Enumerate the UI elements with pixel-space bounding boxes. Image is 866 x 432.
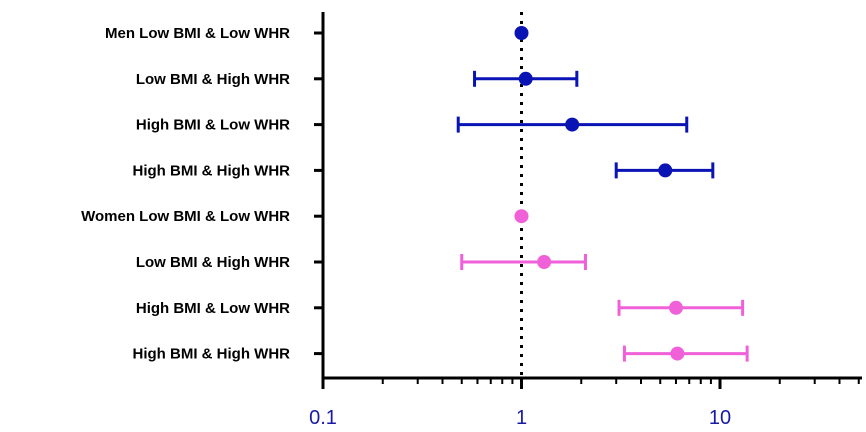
point-estimate	[565, 117, 580, 132]
point-estimate	[518, 71, 533, 86]
category-label: Men Low BMI & Low WHR	[105, 25, 290, 42]
category-label: High BMI & Low WHR	[136, 117, 290, 134]
point-estimate	[514, 209, 529, 224]
point-estimates	[514, 26, 685, 361]
point-estimate	[670, 346, 685, 361]
x-tick-label: 10	[709, 407, 731, 429]
x-tick-labels: 0.1 1 10	[309, 407, 731, 429]
y-axis-ticks	[314, 31, 323, 356]
point-estimate	[668, 300, 683, 315]
error-bars	[456, 70, 749, 362]
category-label: Low BMI & High WHR	[136, 254, 290, 271]
category-label: Low BMI & High WHR	[136, 71, 290, 88]
category-label: High BMI & High WHR	[133, 162, 291, 179]
category-label: High BMI & High WHR	[133, 346, 291, 363]
x-axis-ticks	[321, 378, 860, 389]
point-estimate	[514, 26, 529, 40]
point-estimate	[537, 255, 552, 269]
x-tick-label: 0.1	[309, 407, 337, 429]
x-tick-label: 1	[516, 407, 527, 429]
category-label: Women Low BMI & Low WHR	[81, 208, 290, 225]
point-estimate	[658, 163, 673, 178]
category-label: High BMI & Low WHR	[136, 300, 290, 317]
category-labels: Men Low BMI & Low WHR Low BMI & High WHR H…	[81, 25, 290, 363]
